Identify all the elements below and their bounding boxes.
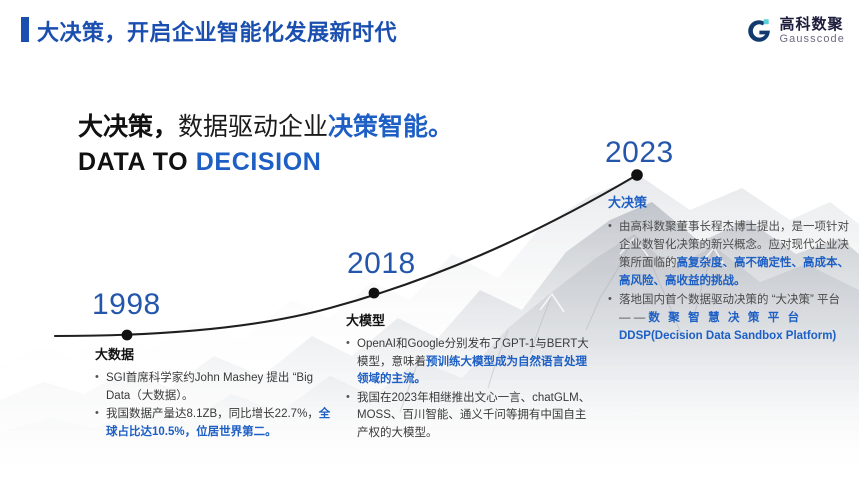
milestone-block-2023: 大决策 由高科数聚董事长程杰博士提出，是一项针对企业数智化决策的新兴概念。应对现… xyxy=(608,192,852,346)
milestone-heading-2018: 大模型 xyxy=(346,313,386,328)
logo-name-cn: 高科数聚 xyxy=(779,16,844,33)
list-item: 我国数据产量达8.1ZB，同比增长22.7%，全球占比达10.5%，位居世界第二… xyxy=(95,405,340,441)
milestone-heading-2023: 大决策 xyxy=(608,195,648,210)
milestone-bullets-1998: SGI首席科学家约John Mashey 提出 “Big Data（大数据）。 … xyxy=(95,369,340,441)
year-label-2023: 2023 xyxy=(605,136,674,169)
bullet-text-highlight: 预训练大模型成为自然语言处理领域的主流。 xyxy=(357,355,587,386)
bullet-text-platform-en: DDSP(Decision Data Sandbox Platform) xyxy=(619,330,837,342)
bullet-text-highlight: 高复杂度、高不确定性、高成本、高风险、高收益的挑战。 xyxy=(619,257,849,287)
list-item: SGI首席科学家约John Mashey 提出 “Big Data（大数据）。 xyxy=(95,369,340,405)
headline-seg-a: 大决策， xyxy=(78,113,179,141)
bullet-text: 我国在2023年相继推出文心一言、chatGLM、MOSS、百川智能、通义千问等… xyxy=(357,391,591,439)
bullet-text: SGI首席科学家约John Mashey 提出 “Big Data（大数据）。 xyxy=(106,372,314,402)
header-accent-bar xyxy=(21,17,29,42)
bullet-text-highlight: 全球占比达10.5%，位居世界第二。 xyxy=(106,408,331,438)
milestone-bullets-2023: 由高科数聚董事长程杰博士提出，是一项针对企业数智化决策的新兴概念。应对现代企业决… xyxy=(608,217,852,345)
bullet-text: 落地国内首个数据驱动决策的 “大决策” 平台 — — xyxy=(619,294,841,324)
milestone-heading-1998: 大数据 xyxy=(95,347,135,362)
year-label-1998: 1998 xyxy=(92,288,161,321)
bullet-text-platform-cn: 数 聚 智 慧 决 策 平 台 xyxy=(648,312,802,324)
bullet-text: 由高科数聚董事长程杰博士提出，是一项针对企业数智化决策的新兴概念。应对现代企业决… xyxy=(619,221,849,269)
year-label-2018: 2018 xyxy=(347,247,416,280)
headline-line-2: DATA TO DECISION xyxy=(78,146,453,178)
gausscode-mark-icon xyxy=(746,18,772,44)
logo-name-en: Gausscode xyxy=(779,33,845,45)
headline-en-seg-b: DECISION xyxy=(195,148,322,176)
headline-seg-b: 数据驱动企业 xyxy=(178,113,329,141)
headline-block: 大决策，数据驱动企业决策智能。 DATA TO DECISION xyxy=(78,110,453,178)
headline-line-1: 大决策，数据驱动企业决策智能。 xyxy=(78,110,453,144)
headline-seg-c: 决策智能。 xyxy=(328,113,454,141)
bullet-text: 我国数据产量达8.1ZB，同比增长22.7%， xyxy=(106,408,319,420)
list-item: 由高科数聚董事长程杰博士提出，是一项针对企业数智化决策的新兴概念。应对现代企业决… xyxy=(608,217,852,290)
headline-en-seg-a: DATA TO xyxy=(78,148,196,176)
milestone-bullets-2018: OpenAI和Google分别发布了GPT-1与BERT大模型，意味着预训练大模… xyxy=(346,335,596,443)
page-title: 大决策，开启企业智能化发展新时代 xyxy=(37,20,398,45)
brand-logo: 高科数聚 Gausscode xyxy=(746,12,845,50)
list-item: OpenAI和Google分别发布了GPT-1与BERT大模型，意味着预训练大模… xyxy=(346,335,596,389)
list-item: 落地国内首个数据驱动决策的 “大决策” 平台 — — 数 聚 智 慧 决 策 平… xyxy=(608,290,852,345)
milestone-block-2018: 大模型 OpenAI和Google分别发布了GPT-1与BERT大模型，意味着预… xyxy=(346,310,596,443)
list-item: 我国在2023年相继推出文心一言、chatGLM、MOSS、百川智能、通义千问等… xyxy=(346,389,596,443)
slide-header: 大决策，开启企业智能化发展新时代 高科数聚 Gausscode xyxy=(0,0,859,62)
milestone-block-1998: 大数据 SGI首席科学家约John Mashey 提出 “Big Data（大数… xyxy=(95,344,340,442)
bullet-text: OpenAI和Google分别发布了GPT-1与BERT大模型，意味着 xyxy=(357,338,589,368)
